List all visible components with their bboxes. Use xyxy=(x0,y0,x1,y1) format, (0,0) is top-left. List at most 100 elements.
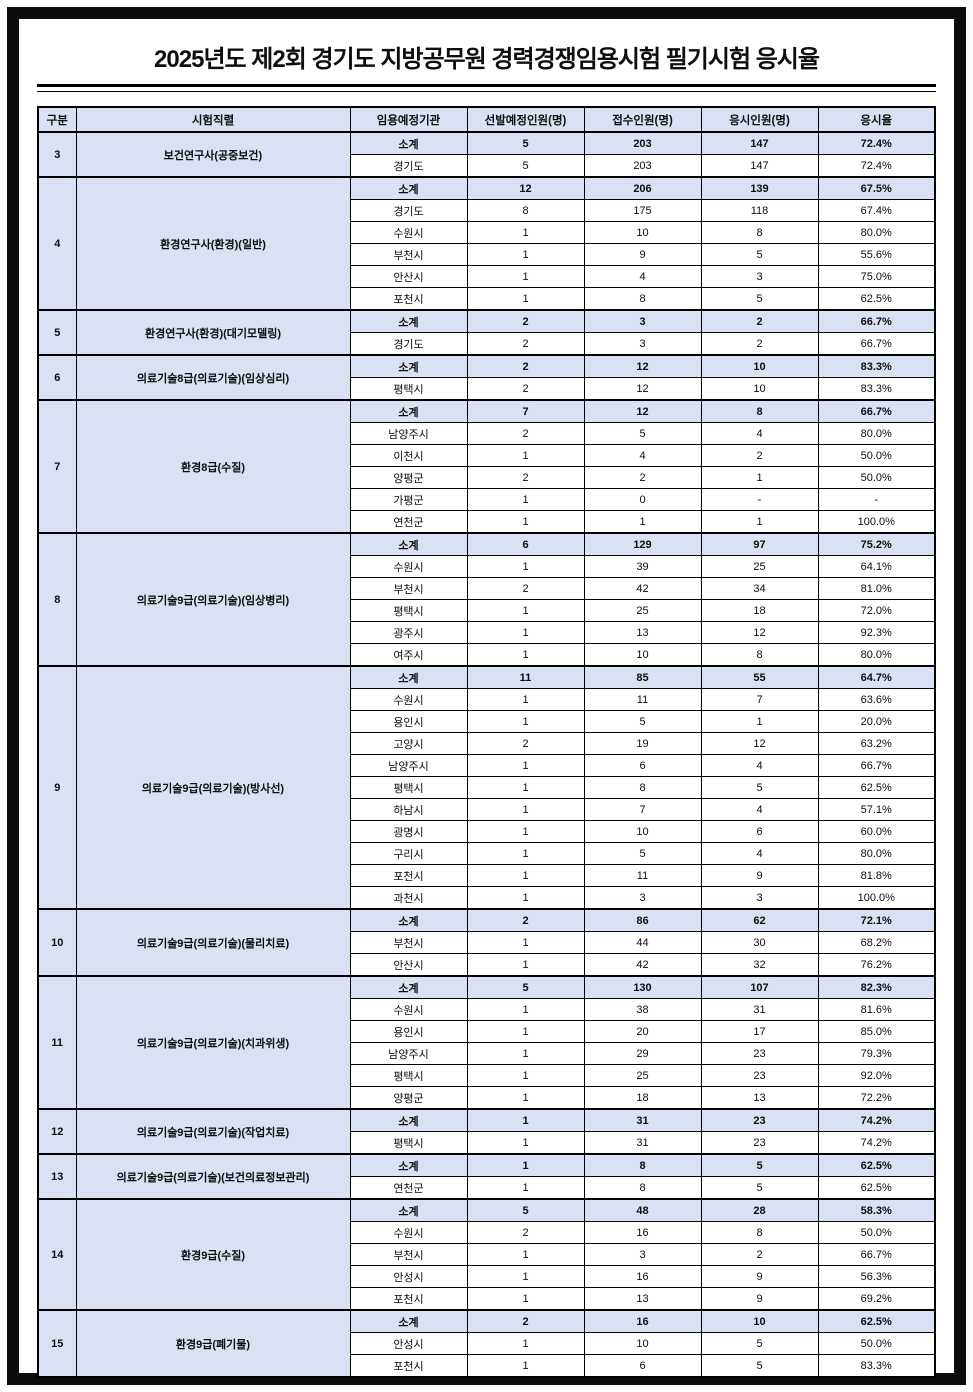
group-number-cell: 7 xyxy=(37,399,77,534)
value-cell: 66.7% xyxy=(817,332,936,356)
value-cell: 76.2% xyxy=(817,953,936,977)
agency-cell: 남양주시 xyxy=(349,754,468,777)
value-cell: 19 xyxy=(583,732,702,755)
table-body: 3 보건연구사(공중보건) 소계 5 203 147 72.4% 경기도 5 203 147 72.4… xyxy=(37,131,936,1378)
agency-cell: 구리시 xyxy=(349,842,468,865)
table-row: 연천군 1 1 1 100.0% xyxy=(38,510,936,534)
agency-cell: 포천시 xyxy=(349,287,468,311)
value-cell: 1 xyxy=(466,886,585,910)
agency-cell: 연천군 xyxy=(349,1176,468,1200)
table-row: 연천군 1 8 5 62.5% xyxy=(38,1176,936,1200)
value-cell: 4 xyxy=(700,842,819,865)
agency-cell: 부천시 xyxy=(349,931,468,954)
table-row: 안산시 1 42 32 76.2% xyxy=(38,953,936,977)
table-row: 수원시 1 38 31 81.6% xyxy=(38,998,936,1021)
value-cell: 12 xyxy=(583,377,702,401)
exam-series-cell: 보건연구사(공중보건) xyxy=(75,131,351,178)
value-cell: 63.2% xyxy=(817,732,936,755)
group-number-cell: 12 xyxy=(37,1108,77,1155)
group-number-cell: 14 xyxy=(37,1198,77,1311)
value-cell: 66.7% xyxy=(817,309,936,333)
agency-cell: 부천시 xyxy=(349,243,468,266)
value-cell: 16 xyxy=(583,1309,702,1333)
value-cell: 1 xyxy=(466,243,585,266)
value-cell: 8 xyxy=(583,287,702,311)
table-row: 경기도 2 3 2 66.7% xyxy=(38,332,936,356)
table-row: 수원시 1 11 7 63.6% xyxy=(38,688,936,711)
value-cell: 1 xyxy=(466,1064,585,1087)
value-cell: 81.6% xyxy=(817,998,936,1021)
table-row: 평택시 1 31 23 74.2% xyxy=(38,1131,936,1155)
agency-cell: 소계 xyxy=(349,665,468,689)
value-cell: 10 xyxy=(583,1332,702,1355)
value-cell: 1 xyxy=(466,221,585,244)
agency-cell: 부천시 xyxy=(349,1243,468,1266)
value-cell: 139 xyxy=(700,176,819,200)
value-cell: 34 xyxy=(700,577,819,600)
value-cell: 1 xyxy=(466,599,585,622)
value-cell: 1 xyxy=(466,488,585,511)
value-cell: 147 xyxy=(700,154,819,178)
header-agency: 임용예정기관 xyxy=(349,106,468,133)
value-cell: 8 xyxy=(700,1221,819,1244)
value-cell: 10 xyxy=(700,377,819,401)
agency-cell: 고양시 xyxy=(349,732,468,755)
table-row: 용인시 1 5 1 20.0% xyxy=(38,710,936,733)
value-cell: 7 xyxy=(700,688,819,711)
value-cell: 11 xyxy=(583,864,702,887)
value-cell: 1 xyxy=(466,1332,585,1355)
value-cell: 3 xyxy=(583,332,702,356)
value-cell: 6 xyxy=(583,1354,702,1378)
value-cell: 92.3% xyxy=(817,621,936,644)
value-cell: 38 xyxy=(583,998,702,1021)
group-subtotal-row: 11 의료기술9급(의료기술)(치과위생) 소계 5 130 107 82.3% xyxy=(37,975,936,1110)
value-cell: 1 xyxy=(466,953,585,977)
value-cell: 82.3% xyxy=(817,975,936,999)
table-header-row: 구분 시험직렬 임용예정기관 선발예정인원(명) 접수인원(명) 응시인원(명)… xyxy=(37,106,936,133)
value-cell: 81.0% xyxy=(817,577,936,600)
table-row: 경기도 5 203 147 72.4% xyxy=(38,154,936,178)
value-cell: 1 xyxy=(466,1265,585,1288)
value-cell: 1 xyxy=(583,510,702,534)
value-cell: 57.1% xyxy=(817,798,936,821)
value-cell: 12 xyxy=(700,732,819,755)
value-cell: 12 xyxy=(466,176,585,200)
value-cell: 72.0% xyxy=(817,599,936,622)
value-cell: - xyxy=(817,488,936,511)
value-cell: 1 xyxy=(466,798,585,821)
value-cell: 1 xyxy=(700,466,819,489)
value-cell: 3 xyxy=(583,1243,702,1266)
agency-cell: 광명시 xyxy=(349,820,468,843)
value-cell: 11 xyxy=(583,688,702,711)
value-cell: 8 xyxy=(583,776,702,799)
table-row: 포천시 1 13 9 69.2% xyxy=(38,1287,936,1311)
value-cell: 1 xyxy=(466,864,585,887)
value-cell: 1 xyxy=(466,931,585,954)
agency-cell: 용인시 xyxy=(349,1020,468,1043)
value-cell: 5 xyxy=(700,776,819,799)
value-cell: 1 xyxy=(466,265,585,288)
value-cell: 3 xyxy=(583,886,702,910)
value-cell: 2 xyxy=(700,1243,819,1266)
value-cell: 2 xyxy=(466,1221,585,1244)
agency-cell: 수원시 xyxy=(349,555,468,578)
agency-cell: 수원시 xyxy=(349,998,468,1021)
value-cell: 100.0% xyxy=(817,886,936,910)
agency-cell: 평택시 xyxy=(349,377,468,401)
table-row: 수원시 1 39 25 64.1% xyxy=(38,555,936,578)
agency-cell: 포천시 xyxy=(349,864,468,887)
value-cell: 31 xyxy=(583,1108,702,1132)
value-cell: 130 xyxy=(583,975,702,999)
agency-cell: 여주시 xyxy=(349,643,468,667)
value-cell: 11 xyxy=(466,665,585,689)
value-cell: 42 xyxy=(583,577,702,600)
value-cell: 4 xyxy=(583,444,702,467)
table-row: 수원시 1 10 8 80.0% xyxy=(38,221,936,244)
agency-cell: 소계 xyxy=(349,1153,468,1177)
table-row: 고양시 2 19 12 63.2% xyxy=(38,732,936,755)
value-cell: 10 xyxy=(700,1309,819,1333)
value-cell: 175 xyxy=(583,199,702,222)
agency-cell: 안산시 xyxy=(349,265,468,288)
value-cell: 4 xyxy=(583,265,702,288)
value-cell: 9 xyxy=(583,243,702,266)
